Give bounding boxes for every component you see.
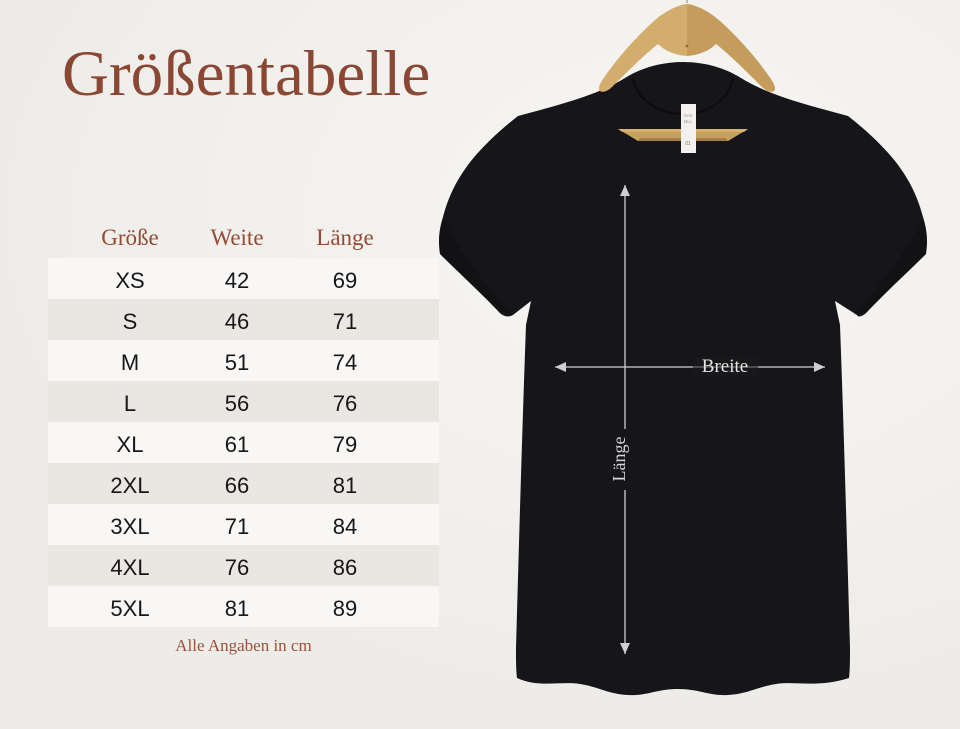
svg-text:MLL: MLL <box>684 119 693 124</box>
svg-text:Länge: Länge <box>609 437 629 482</box>
svg-text:Breite: Breite <box>702 356 748 377</box>
svg-text:01: 01 <box>685 141 691 147</box>
svg-text:OAS: OAS <box>684 113 693 118</box>
